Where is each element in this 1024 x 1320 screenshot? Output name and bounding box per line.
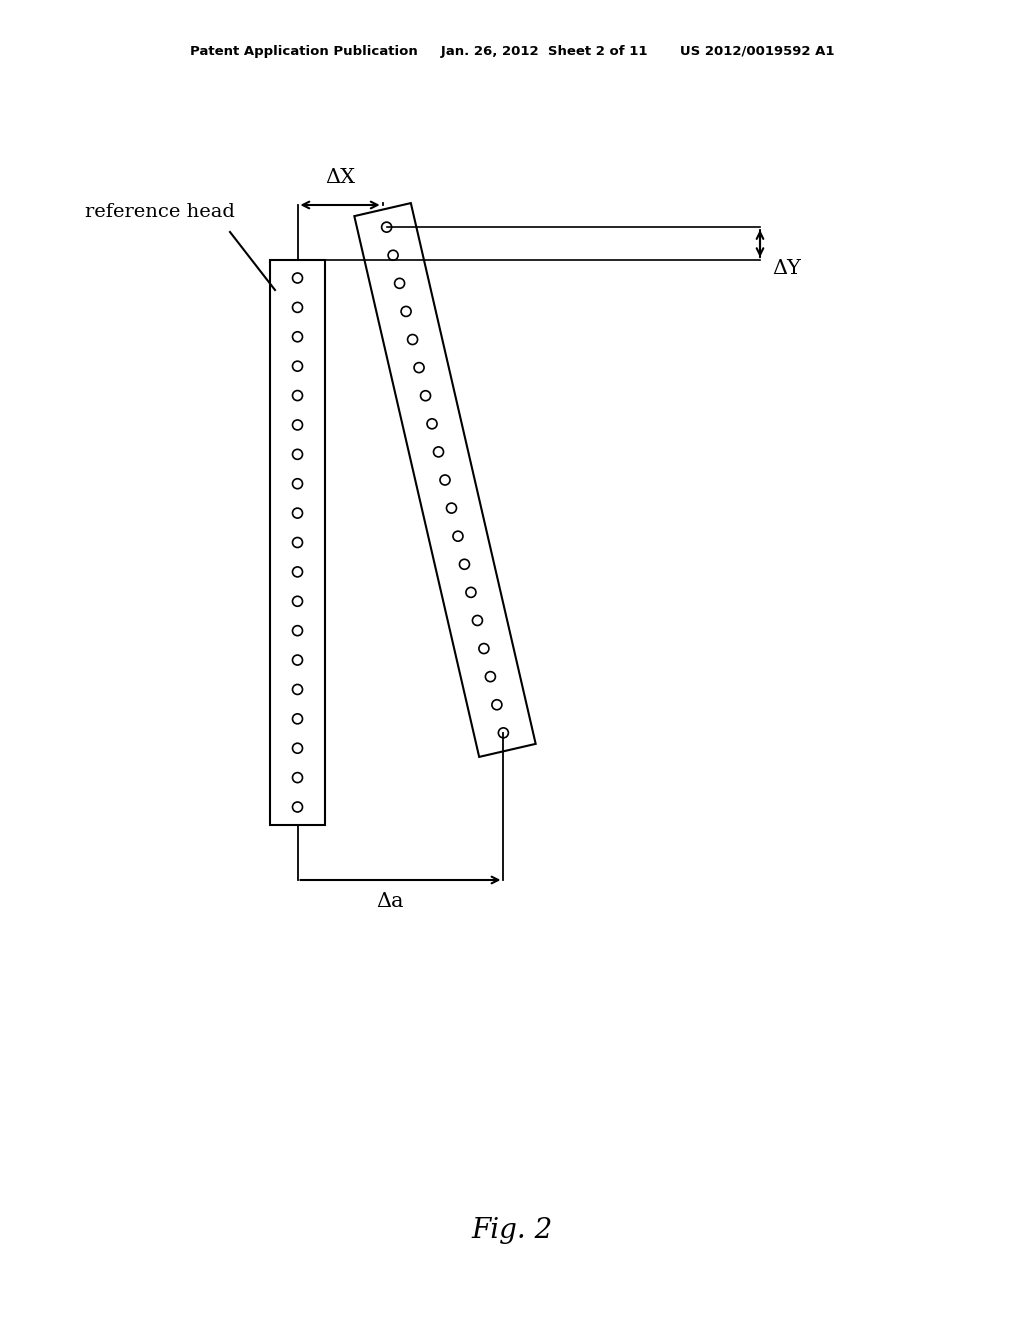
Text: ΔX: ΔX — [325, 168, 355, 187]
Text: Fig. 2: Fig. 2 — [471, 1217, 553, 1243]
Bar — [270, 260, 325, 825]
Text: ΔY: ΔY — [772, 259, 801, 277]
Text: reference head: reference head — [85, 203, 234, 220]
Text: Patent Application Publication     Jan. 26, 2012  Sheet 2 of 11       US 2012/00: Patent Application Publication Jan. 26, … — [189, 45, 835, 58]
Text: Δa: Δa — [377, 892, 404, 911]
